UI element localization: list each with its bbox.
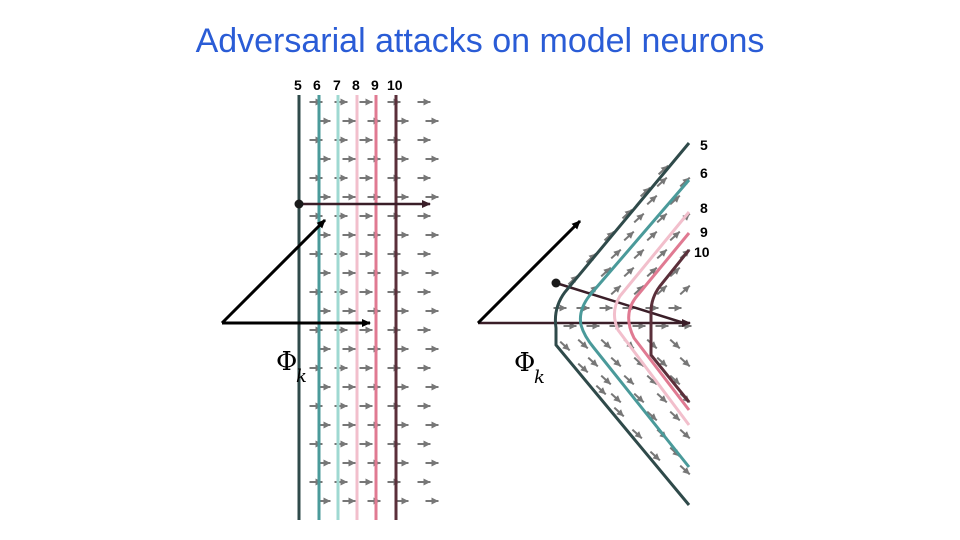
- field-arrow: [631, 428, 643, 440]
- right-level-label-9: 9: [700, 224, 708, 240]
- field-arrow: [600, 266, 612, 278]
- right-level-curve-10: [649, 249, 691, 403]
- field-arrow: [577, 338, 589, 350]
- field-arrow: [669, 266, 681, 278]
- field-arrow: [600, 338, 612, 350]
- slide-title: Adversarial attacks on model neurons: [195, 22, 765, 60]
- right-start-point: [551, 278, 561, 288]
- field-arrow: [646, 230, 658, 242]
- field-arrow: [587, 356, 599, 368]
- field-arrow: [669, 374, 681, 386]
- right-phi-subscript: k: [534, 367, 545, 388]
- field-arrow: [610, 284, 622, 296]
- field-arrow: [633, 212, 645, 224]
- left-diagonal-arrow: [220, 218, 327, 325]
- field-arrow: [669, 410, 681, 422]
- field-arrow: [669, 230, 681, 242]
- left-level-label-10: 10: [387, 77, 403, 93]
- field-arrow: [633, 356, 645, 368]
- right-level-curve-5: [553, 142, 691, 506]
- field-arrow: [657, 164, 669, 176]
- field-arrow: [669, 194, 681, 206]
- field-arrow: [646, 374, 658, 386]
- left-vector-field: [309, 98, 439, 505]
- left-level-label-7: 7: [333, 77, 341, 93]
- field-arrow: [656, 284, 668, 296]
- field-arrow: [679, 428, 691, 440]
- right-panel: 5 6 8 9 10 Φ k: [476, 137, 710, 506]
- right-level-label-10: 10: [694, 244, 710, 260]
- field-arrow: [610, 248, 622, 260]
- field-arrow: [610, 356, 622, 368]
- field-arrow: [679, 356, 691, 368]
- field-arrow: [623, 266, 635, 278]
- field-arrow: [600, 374, 612, 386]
- left-level-label-9: 9: [371, 77, 379, 93]
- field-arrow: [656, 248, 668, 260]
- field-arrow: [577, 362, 589, 374]
- field-arrow: [679, 464, 691, 476]
- right-level-curve-6: [578, 179, 691, 468]
- right-phi-symbol: Φ: [514, 348, 535, 378]
- field-arrow: [559, 340, 571, 352]
- field-arrow: [649, 450, 661, 462]
- field-arrow: [595, 384, 607, 396]
- field-arrow: [656, 392, 668, 404]
- right-level-label-5: 5: [700, 137, 708, 153]
- field-arrow: [679, 284, 691, 296]
- right-gradient-path: [555, 281, 685, 325]
- left-level-label-5: 5: [294, 77, 302, 93]
- left-start-point: [294, 199, 304, 209]
- field-arrow: [613, 406, 625, 418]
- right-diagonal-arrow: [476, 219, 582, 325]
- field-arrow: [633, 248, 645, 260]
- right-level-label-8: 8: [700, 200, 708, 216]
- field-arrow: [633, 392, 645, 404]
- field-arrow: [633, 284, 645, 296]
- field-arrow: [679, 176, 691, 188]
- left-level-label-6: 6: [313, 77, 321, 93]
- field-arrow: [656, 356, 668, 368]
- left-level-label-8: 8: [352, 77, 360, 93]
- left-phi-symbol: Φ: [276, 347, 297, 377]
- field-arrow: [623, 230, 635, 242]
- field-arrow: [610, 392, 622, 404]
- field-arrow: [669, 338, 681, 350]
- field-arrow: [646, 194, 658, 206]
- field-arrow: [656, 176, 668, 188]
- field-arrow: [646, 410, 658, 422]
- left-panel: 5 6 7 8 9 10 Φ k: [220, 77, 439, 520]
- field-arrow: [639, 186, 651, 198]
- field-arrow: [656, 212, 668, 224]
- right-level-curve-9: [627, 232, 691, 411]
- field-arrow: [646, 266, 658, 278]
- right-level-curve-8: [613, 211, 691, 426]
- field-arrow: [623, 374, 635, 386]
- right-level-label-6: 6: [700, 165, 708, 181]
- left-phi-subscript: k: [296, 366, 307, 387]
